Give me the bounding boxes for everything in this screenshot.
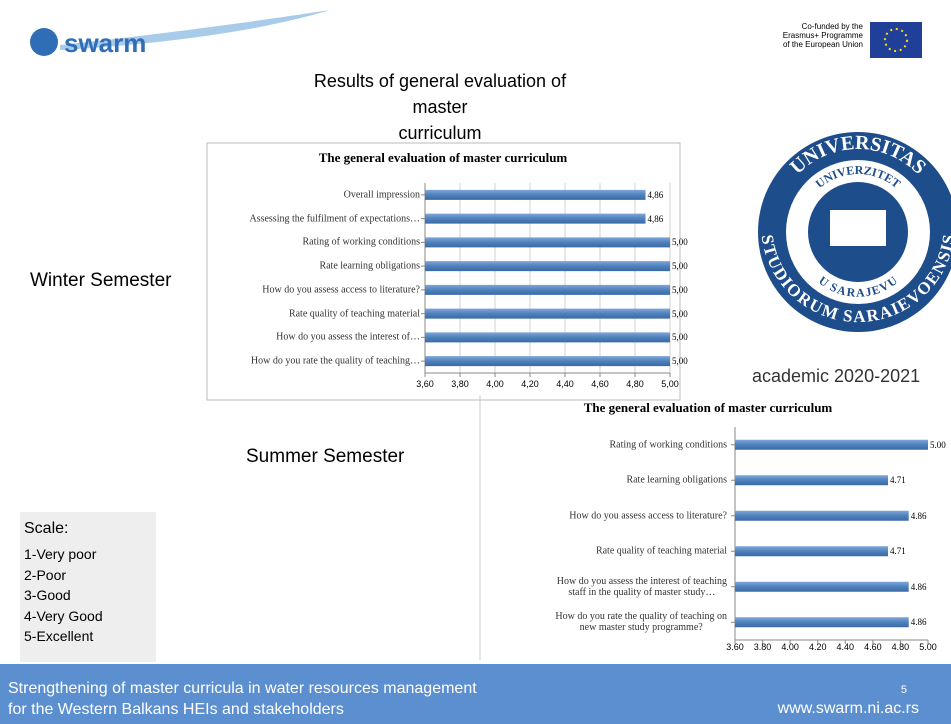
value-label: 4,86 — [647, 189, 664, 200]
slide-title: Results of general evaluation of master … — [313, 71, 567, 143]
category-label: Rate quality of teaching material — [288, 308, 420, 320]
footer-url: www.swarm.ni.ac.rs — [777, 700, 919, 717]
x-tick-label: 4,20 — [521, 379, 539, 389]
scale-item: 5-Excellent — [24, 628, 94, 644]
semester-label: Summer Semester — [246, 446, 405, 467]
value-label: 5,00 — [672, 332, 688, 343]
bar — [735, 617, 909, 628]
value-label: 5.00 — [930, 439, 946, 450]
value-label: 4.86 — [910, 617, 927, 628]
bar — [425, 261, 670, 272]
category-label: How do you assess access to literature? — [262, 284, 420, 296]
category-label: How do you rate the quality of teaching… — [250, 355, 420, 367]
bar — [425, 332, 670, 343]
bar — [735, 546, 889, 557]
x-tick-label: 3.80 — [753, 642, 772, 652]
bar — [425, 237, 670, 248]
x-tick-label: 4,00 — [486, 379, 504, 389]
bar — [425, 308, 670, 319]
category-label: How do you assess the interest of… — [276, 331, 420, 343]
bar — [425, 189, 646, 200]
value-label: 4.71 — [890, 475, 906, 486]
scale-item: 1-Very poor — [24, 546, 97, 562]
academic-year: academic 2020-2021 — [752, 366, 921, 386]
x-tick-label: 4.60 — [864, 642, 882, 652]
x-tick-label: 5,00 — [661, 379, 679, 389]
scale-box — [20, 512, 156, 662]
x-tick-label: 3,60 — [416, 379, 434, 389]
bar — [735, 475, 889, 486]
x-tick-label: 5.00 — [919, 642, 937, 652]
value-label: 5,00 — [672, 284, 688, 295]
x-tick-label: 4.20 — [808, 642, 827, 652]
seal-building — [830, 210, 886, 246]
x-tick-label: 4.80 — [891, 642, 910, 652]
x-tick-label: 4.00 — [781, 642, 799, 652]
eu-text: Co-funded by the Erasmus+ Programme of t… — [782, 22, 863, 49]
logo-swoosh — [60, 10, 330, 50]
bar — [735, 510, 909, 521]
value-label: 5,00 — [672, 237, 688, 248]
category-label: Rate learning obligations — [626, 474, 727, 486]
scale-title: Scale: — [24, 520, 69, 537]
category-label: How do you rate the quality of teaching … — [555, 611, 727, 634]
category-label: Rating of working conditions — [302, 236, 421, 248]
x-tick-label: 4,60 — [591, 379, 609, 389]
category-label: Assessing the fulfilment of expectations… — [249, 213, 420, 225]
footer-line: for the Western Balkans HEIs and stakeho… — [8, 701, 344, 718]
category-label: How do you assess access to literature? — [569, 510, 727, 522]
value-label: 4.86 — [910, 510, 927, 521]
bar — [425, 213, 646, 224]
eu-flag — [870, 22, 922, 58]
x-tick-label: 3,80 — [451, 379, 469, 389]
bar — [425, 284, 670, 295]
category-label: How do you assess the interest of teachi… — [556, 575, 727, 598]
semester-label: Winter Semester — [30, 270, 172, 291]
footer-text: Strengthening of master curricula in wat… — [8, 678, 477, 720]
logo-text: swarm — [64, 28, 146, 58]
scale-item: 2-Poor — [24, 566, 67, 583]
chart-title: The general evaluation of master curricu… — [583, 400, 833, 415]
bar — [425, 356, 670, 367]
category-label: Rate learning obligations — [319, 260, 420, 272]
footer-band — [0, 664, 951, 724]
value-label: 5,00 — [672, 308, 688, 319]
value-label: 4.71 — [890, 546, 906, 557]
scale-list: 1-Very poor 2-Poor 3-Good 4-Very Good 5-Exce… — [24, 544, 103, 647]
chart-title: The general evaluation of master curricu… — [318, 150, 568, 165]
category-label: Rate quality of teaching material — [595, 545, 727, 557]
x-tick-label: 4.40 — [836, 642, 855, 652]
scale-item: 3-Good — [24, 587, 71, 603]
x-tick-label: 4,40 — [556, 379, 574, 389]
logo-icon — [30, 28, 58, 56]
x-tick-label: 4,80 — [626, 379, 644, 389]
value-label: 5,00 — [672, 261, 688, 272]
x-tick-label: 3.60 — [726, 642, 744, 652]
value-label: 4.86 — [910, 581, 927, 592]
value-label: 4,86 — [647, 213, 664, 224]
bar — [735, 439, 928, 450]
footer-line: Strengthening of master curricula in wat… — [8, 680, 477, 697]
scale-item: 4-Very Good — [24, 607, 103, 624]
page-number: 5 — [900, 684, 907, 696]
category-label: Rating of working conditions — [609, 439, 728, 451]
category-label: Overall impression — [343, 189, 420, 201]
bar — [735, 581, 909, 592]
value-label: 5,00 — [672, 356, 688, 367]
eu-stars — [884, 28, 908, 52]
